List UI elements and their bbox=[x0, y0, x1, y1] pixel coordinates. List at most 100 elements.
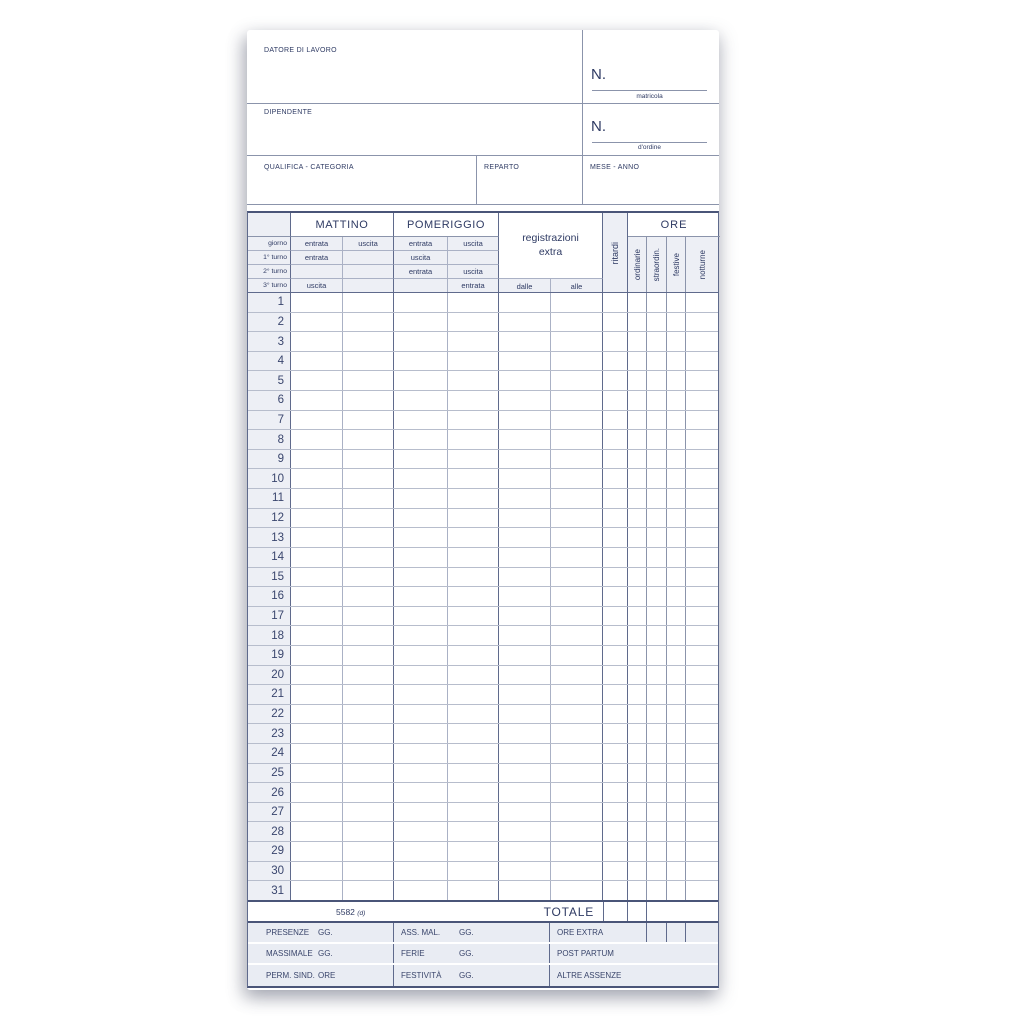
entry-cell bbox=[499, 489, 551, 508]
summary-cell-ferie: FERIE GG. bbox=[394, 944, 550, 963]
entry-cell bbox=[628, 449, 647, 469]
entry-cell bbox=[499, 312, 551, 332]
day-row: 14 bbox=[248, 547, 718, 568]
extra-from-header: dalle bbox=[499, 279, 551, 293]
shift-cell: entrata bbox=[291, 251, 343, 265]
entry-cell bbox=[551, 822, 603, 842]
entry-cell bbox=[628, 528, 647, 547]
entry-cell bbox=[394, 763, 448, 783]
day-row: 11 bbox=[248, 489, 718, 509]
entry-cell bbox=[603, 567, 628, 587]
shift-header-row: 1° turno entrata uscita bbox=[248, 251, 499, 265]
entry-cell bbox=[291, 587, 343, 606]
entry-cell bbox=[628, 508, 647, 528]
entry-cell bbox=[448, 469, 499, 489]
summary-subcells bbox=[646, 923, 718, 942]
entry-cell bbox=[667, 724, 686, 744]
entry-cell bbox=[628, 293, 647, 312]
entry-cell bbox=[394, 783, 448, 802]
shift-row-label: 2° turno bbox=[248, 265, 291, 279]
entry-cell bbox=[628, 410, 647, 430]
matricola-write-line bbox=[592, 90, 707, 91]
entry-cell bbox=[499, 881, 551, 900]
entry-cell bbox=[628, 626, 647, 645]
entry-cell bbox=[667, 842, 686, 861]
entry-cell bbox=[603, 351, 628, 371]
entry-cell bbox=[448, 685, 499, 704]
entry-cell bbox=[394, 410, 448, 430]
day-row: 28 bbox=[248, 822, 718, 843]
entry-cell bbox=[291, 410, 343, 430]
entry-cell bbox=[499, 626, 551, 645]
entry-cell bbox=[448, 489, 499, 508]
hours-col-ordinarie: ordinarie bbox=[628, 237, 647, 293]
entry-cell bbox=[343, 783, 394, 802]
department-box: REPARTO bbox=[477, 156, 583, 205]
shift-cell bbox=[343, 279, 394, 293]
entry-cell bbox=[448, 312, 499, 332]
entry-cell bbox=[448, 802, 499, 822]
entry-cell bbox=[551, 802, 603, 822]
delays-column-header: ritardi bbox=[603, 213, 628, 293]
day-row: 10 bbox=[248, 469, 718, 490]
day-number: 26 bbox=[248, 783, 291, 802]
shift-cell: entrata bbox=[394, 237, 448, 251]
summary-label: MASSIMALE bbox=[266, 949, 313, 958]
day-row: 9 bbox=[248, 449, 718, 470]
entry-cell bbox=[448, 587, 499, 606]
entry-cell bbox=[343, 606, 394, 626]
shift-cell bbox=[343, 251, 394, 265]
entry-cell bbox=[343, 489, 394, 508]
entry-cell bbox=[499, 783, 551, 802]
summary-footer: PRESENZE GG. ASS. MAL. GG. ORE EXTRA MASSIMAL… bbox=[248, 923, 718, 986]
entry-cell bbox=[551, 371, 603, 391]
employer-box: DATORE DI LAVORO bbox=[247, 30, 583, 104]
day-row: 31 bbox=[248, 881, 718, 900]
day-row: 26 bbox=[248, 783, 718, 803]
day-row: 13 bbox=[248, 528, 718, 548]
entry-cell bbox=[647, 508, 667, 528]
entry-cell bbox=[343, 842, 394, 861]
entry-cell bbox=[686, 469, 718, 488]
entry-cell bbox=[343, 449, 394, 469]
summary-label-box: ORE EXTRA bbox=[550, 923, 646, 942]
entry-cell bbox=[647, 704, 667, 724]
entry-cell bbox=[603, 842, 628, 861]
day-number: 8 bbox=[248, 430, 291, 449]
entry-cell bbox=[647, 822, 667, 842]
entry-cell bbox=[551, 567, 603, 587]
ordine-write-line bbox=[592, 142, 707, 143]
entry-cell bbox=[343, 881, 394, 900]
entry-cell bbox=[628, 685, 647, 704]
extra-to-header: alle bbox=[551, 279, 603, 293]
entry-cell bbox=[343, 293, 394, 312]
entry-cell bbox=[686, 509, 718, 528]
entry-cell bbox=[667, 645, 686, 665]
entry-cell bbox=[647, 449, 667, 469]
hours-col-notturne: notturne bbox=[686, 237, 718, 293]
entry-cell bbox=[291, 704, 343, 724]
entry-cell bbox=[667, 822, 686, 842]
entry-cell bbox=[647, 685, 667, 704]
summary-row: MASSIMALE GG. FERIE GG. POST PARTUM bbox=[248, 944, 718, 965]
entry-cell bbox=[291, 626, 343, 645]
entry-cell bbox=[603, 469, 628, 489]
entry-cell bbox=[448, 763, 499, 783]
employee-label: DIPENDENTE bbox=[264, 109, 313, 116]
entry-cell bbox=[667, 371, 686, 391]
entry-cell bbox=[394, 822, 448, 842]
ordine-caption: d'ordine bbox=[638, 144, 661, 151]
day-number: 10 bbox=[248, 469, 291, 489]
shift-cell bbox=[343, 265, 394, 279]
entry-cell bbox=[291, 312, 343, 332]
entry-cell bbox=[628, 567, 647, 587]
day-row: 4 bbox=[248, 351, 718, 372]
entry-cell bbox=[667, 744, 686, 763]
day-row: 7 bbox=[248, 410, 718, 431]
summary-cell-altre-assenze: ALTRE ASSENZE bbox=[550, 965, 718, 986]
entry-cell bbox=[394, 626, 448, 645]
entry-cell bbox=[667, 606, 686, 626]
entry-cell bbox=[647, 371, 667, 391]
entry-cell bbox=[394, 685, 448, 704]
